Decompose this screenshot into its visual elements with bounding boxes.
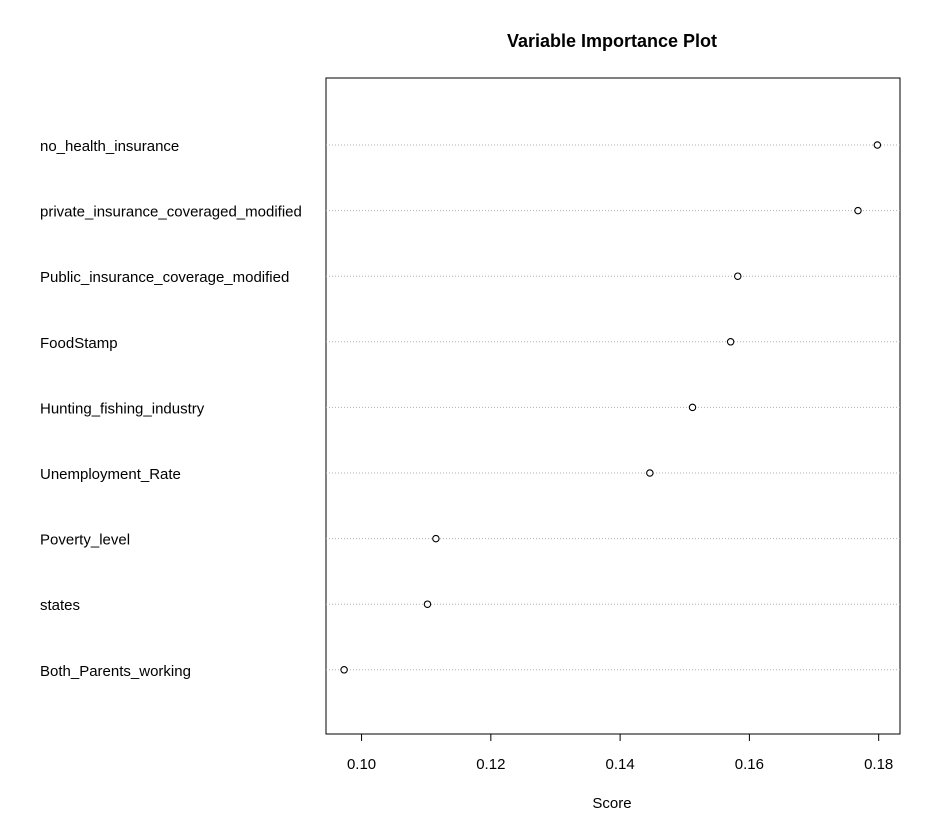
category-label: FoodStamp [40, 335, 118, 352]
data-point [873, 141, 882, 149]
x-axis-title: Score [592, 795, 631, 812]
data-point [432, 534, 440, 543]
category-label: private_insurance_coveraged_modified [40, 204, 302, 221]
x-tick-label: 0.10 [347, 756, 376, 773]
plot-frame [325, 77, 901, 735]
data-point [854, 206, 862, 215]
category-label: Public_insurance_coverage_modified [40, 269, 289, 286]
x-tick-label: 0.14 [606, 756, 635, 773]
category-label: Unemployment_Rate [40, 466, 181, 483]
data-point [726, 338, 735, 346]
x-axis: 0.10 0.12 0.14 0.16 0.18 [347, 733, 893, 773]
category-label: Hunting_fishing_industry [40, 400, 205, 417]
chart-title: Variable Importance Plot [507, 31, 717, 51]
data-point [734, 272, 742, 280]
data-point [688, 403, 697, 412]
data-point [646, 469, 654, 477]
category-labels: no_health_insurance private_insurance_cov… [40, 138, 302, 680]
grid-lines [326, 144, 900, 671]
category-label: Poverty_level [40, 532, 130, 549]
data-point [423, 600, 432, 608]
category-label: states [40, 597, 80, 614]
category-label: no_health_insurance [40, 138, 179, 155]
data-point [340, 666, 348, 674]
category-label: Both_Parents_working [40, 663, 191, 680]
x-tick-label: 0.12 [476, 756, 505, 773]
x-tick-label: 0.16 [735, 756, 764, 773]
x-tick-label: 0.18 [864, 756, 893, 773]
data-points [340, 141, 882, 674]
